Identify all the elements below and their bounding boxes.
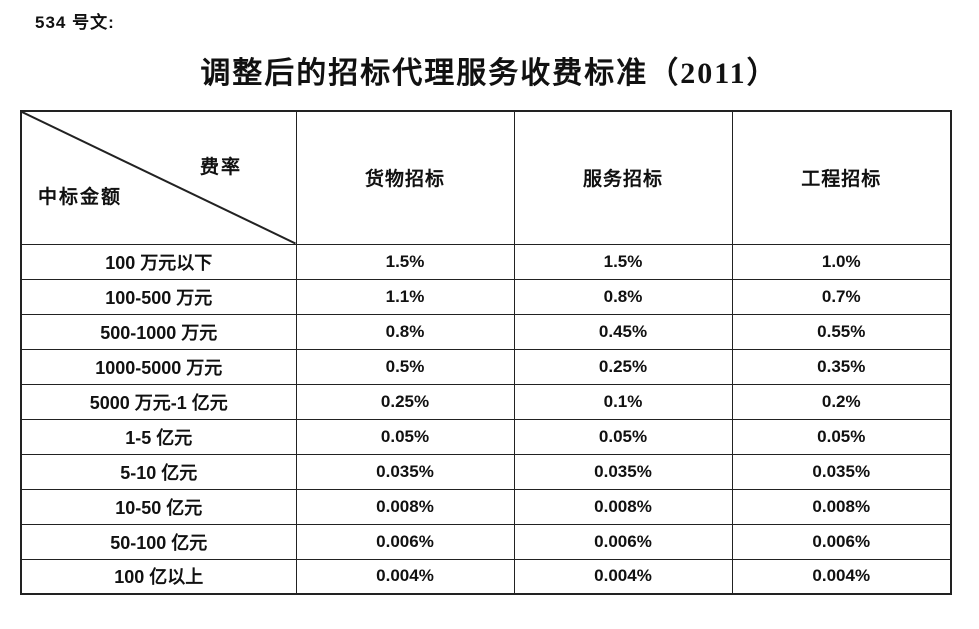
fee-cell: 0.8% xyxy=(295,313,515,350)
table-row: 500-1000 万元 0.8% 0.45% 0.55% xyxy=(20,313,952,350)
fee-cell: 0.035% xyxy=(731,453,952,490)
fee-cell: 0.2% xyxy=(731,383,952,420)
fee-cell: 0.55% xyxy=(731,313,952,350)
column-header-engineering: 工程招标 xyxy=(731,110,952,245)
fee-cell: 0.25% xyxy=(295,383,515,420)
table-header-row: 费率 中标金额 货物招标 服务招标 工程招标 xyxy=(20,110,952,245)
fee-cell: 0.006% xyxy=(295,523,515,560)
fee-cell: 1.0% xyxy=(731,243,952,280)
corner-label-rate: 费率 xyxy=(200,157,243,178)
row-label-cell: 500-1000 万元 xyxy=(20,313,297,350)
fee-cell: 0.35% xyxy=(731,348,952,385)
table-row: 5-10 亿元 0.035% 0.035% 0.035% xyxy=(20,453,952,490)
fee-cell: 1.1% xyxy=(295,278,515,315)
table-row: 1-5 亿元 0.05% 0.05% 0.05% xyxy=(20,418,952,455)
fee-cell: 0.5% xyxy=(295,348,515,385)
fee-cell: 0.035% xyxy=(513,453,733,490)
row-label-cell: 1-5 亿元 xyxy=(20,418,297,455)
table-row: 10-50 亿元 0.008% 0.008% 0.008% xyxy=(20,488,952,525)
row-label-cell: 100 万元以下 xyxy=(20,243,297,280)
table-row: 100 万元以下 1.5% 1.5% 1.0% xyxy=(20,243,952,280)
fee-cell: 0.008% xyxy=(731,488,952,525)
fee-cell: 0.004% xyxy=(513,558,733,595)
fee-cell: 0.004% xyxy=(731,558,952,595)
fee-cell: 0.008% xyxy=(513,488,733,525)
row-label-cell: 5000 万元-1 亿元 xyxy=(20,383,297,420)
fee-cell: 0.7% xyxy=(731,278,952,315)
fee-cell: 0.25% xyxy=(513,348,733,385)
row-label-cell: 1000-5000 万元 xyxy=(20,348,297,385)
diagonal-corner-cell: 费率 中标金额 xyxy=(20,110,297,245)
doc-reference: 534 号文: xyxy=(35,13,115,32)
column-header-goods: 货物招标 xyxy=(295,110,515,245)
fee-cell: 0.05% xyxy=(295,418,515,455)
row-label-cell: 50-100 亿元 xyxy=(20,523,297,560)
fee-cell: 0.008% xyxy=(295,488,515,525)
fee-cell: 0.8% xyxy=(513,278,733,315)
table-row: 100-500 万元 1.1% 0.8% 0.7% xyxy=(20,278,952,315)
diagonal-divider-line xyxy=(22,112,296,244)
fee-cell: 1.5% xyxy=(295,243,515,280)
table-row: 100 亿以上 0.004% 0.004% 0.004% xyxy=(20,558,952,595)
fee-cell: 0.035% xyxy=(295,453,515,490)
row-label-cell: 100-500 万元 xyxy=(20,278,297,315)
fee-cell: 0.006% xyxy=(513,523,733,560)
fee-cell: 1.5% xyxy=(513,243,733,280)
corner-label-amount: 中标金额 xyxy=(38,187,123,208)
column-header-services: 服务招标 xyxy=(513,110,733,245)
table-row: 50-100 亿元 0.006% 0.006% 0.006% xyxy=(20,523,952,560)
fee-cell: 0.05% xyxy=(731,418,952,455)
fee-cell: 0.45% xyxy=(513,313,733,350)
table-row: 5000 万元-1 亿元 0.25% 0.1% 0.2% xyxy=(20,383,952,420)
row-label-cell: 10-50 亿元 xyxy=(20,488,297,525)
fee-cell: 0.05% xyxy=(513,418,733,455)
fee-cell: 0.006% xyxy=(731,523,952,560)
page-title: 调整后的招标代理服务收费标准（2011） xyxy=(200,57,779,90)
fee-rate-table: 费率 中标金额 货物招标 服务招标 工程招标 100 万元以下 1.5% 1.5… xyxy=(20,110,952,595)
row-label-cell: 5-10 亿元 xyxy=(20,453,297,490)
fee-cell: 0.004% xyxy=(295,558,515,595)
row-label-cell: 100 亿以上 xyxy=(20,558,297,595)
fee-cell: 0.1% xyxy=(513,383,733,420)
table-row: 1000-5000 万元 0.5% 0.25% 0.35% xyxy=(20,348,952,385)
